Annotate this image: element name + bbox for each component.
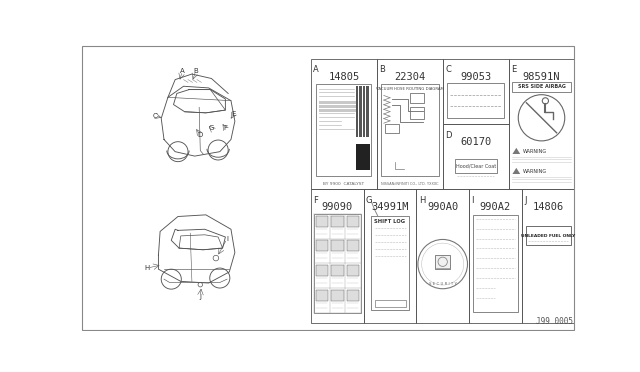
Text: SRS SIDE AIRBAG: SRS SIDE AIRBAG bbox=[518, 84, 566, 89]
Bar bbox=[417, 189, 469, 323]
Text: 60170: 60170 bbox=[460, 137, 492, 147]
Bar bbox=[331, 240, 344, 251]
Text: G: G bbox=[366, 196, 372, 205]
Bar bbox=[365, 86, 367, 137]
Bar bbox=[410, 107, 424, 119]
Bar bbox=[371, 216, 408, 310]
Bar bbox=[316, 84, 371, 176]
Text: UNLEADED FUEL ONLY: UNLEADED FUEL ONLY bbox=[521, 234, 575, 238]
Text: C: C bbox=[445, 65, 451, 74]
Bar bbox=[356, 86, 357, 137]
Text: 22304: 22304 bbox=[394, 71, 426, 81]
Text: J: J bbox=[524, 196, 527, 205]
Text: B: B bbox=[193, 68, 198, 74]
Text: F: F bbox=[223, 125, 227, 131]
Bar bbox=[316, 265, 328, 276]
Bar bbox=[316, 240, 328, 251]
Bar bbox=[473, 215, 518, 312]
Polygon shape bbox=[513, 148, 520, 154]
Bar bbox=[319, 105, 356, 108]
Text: Hood/Clear Coat: Hood/Clear Coat bbox=[456, 164, 496, 169]
Bar bbox=[435, 255, 451, 269]
Bar bbox=[359, 86, 360, 137]
Bar bbox=[331, 216, 344, 227]
Text: 14806: 14806 bbox=[532, 202, 564, 212]
Bar bbox=[385, 124, 399, 133]
Bar bbox=[364, 86, 365, 137]
Bar bbox=[443, 124, 509, 189]
Bar bbox=[525, 226, 571, 245]
Text: 99053: 99053 bbox=[460, 71, 492, 81]
Bar bbox=[360, 86, 361, 137]
Text: 34991M: 34991M bbox=[371, 202, 409, 212]
Text: 14805: 14805 bbox=[328, 71, 360, 81]
Text: D: D bbox=[198, 132, 203, 138]
Text: E: E bbox=[511, 65, 516, 74]
Text: I: I bbox=[472, 196, 474, 205]
Text: G: G bbox=[209, 125, 214, 131]
Bar bbox=[509, 58, 575, 189]
Text: 98591N: 98591N bbox=[523, 71, 560, 81]
Text: F: F bbox=[313, 196, 318, 205]
Text: H: H bbox=[145, 265, 150, 271]
Text: J: J bbox=[199, 294, 201, 300]
Text: B: B bbox=[379, 65, 385, 74]
Bar bbox=[347, 240, 359, 251]
Bar bbox=[319, 109, 356, 112]
Bar bbox=[454, 159, 497, 173]
Bar bbox=[377, 58, 443, 189]
Bar bbox=[381, 84, 439, 176]
Bar bbox=[410, 93, 424, 103]
Text: 99090: 99090 bbox=[322, 202, 353, 212]
Text: 990A0: 990A0 bbox=[427, 202, 458, 212]
Bar bbox=[314, 214, 360, 312]
Text: D: D bbox=[445, 131, 452, 140]
Text: WARNING: WARNING bbox=[522, 149, 547, 154]
Bar bbox=[443, 58, 509, 124]
Bar bbox=[331, 265, 344, 276]
Text: A: A bbox=[180, 68, 185, 74]
Bar bbox=[522, 189, 575, 323]
Text: S E C U R I T Y: S E C U R I T Y bbox=[429, 282, 456, 286]
Polygon shape bbox=[513, 168, 520, 174]
Bar bbox=[447, 83, 504, 118]
Bar bbox=[363, 86, 364, 137]
Text: E: E bbox=[232, 111, 236, 117]
Text: A: A bbox=[313, 65, 319, 74]
Text: C: C bbox=[152, 113, 157, 119]
Text: VACUUM HOSE ROUTING DIAGRAM: VACUUM HOSE ROUTING DIAGRAM bbox=[376, 87, 444, 91]
Text: 990A2: 990A2 bbox=[480, 202, 511, 212]
Bar bbox=[364, 189, 417, 323]
Bar bbox=[357, 86, 358, 137]
Bar bbox=[367, 86, 368, 137]
Bar bbox=[469, 189, 522, 323]
Text: WARNING: WARNING bbox=[522, 169, 547, 174]
Bar bbox=[347, 265, 359, 276]
Text: BY 9900  CATALYST: BY 9900 CATALYST bbox=[323, 182, 364, 186]
Text: H: H bbox=[419, 196, 425, 205]
Text: SHIFT LOG: SHIFT LOG bbox=[374, 219, 406, 224]
Bar bbox=[347, 216, 359, 227]
Bar bbox=[311, 189, 364, 323]
Bar bbox=[331, 289, 344, 301]
Text: NISSAN/INFINITI CO., LTD. YXXXC: NISSAN/INFINITI CO., LTD. YXXXC bbox=[381, 182, 438, 186]
Bar bbox=[316, 216, 328, 227]
Bar bbox=[511, 81, 572, 92]
Bar bbox=[316, 289, 328, 301]
Text: J99 0005: J99 0005 bbox=[536, 317, 573, 327]
Bar bbox=[347, 289, 359, 301]
Bar bbox=[311, 58, 377, 189]
Bar bbox=[319, 101, 356, 104]
Text: I: I bbox=[226, 236, 228, 242]
Bar bbox=[374, 299, 406, 307]
Bar bbox=[356, 144, 370, 170]
